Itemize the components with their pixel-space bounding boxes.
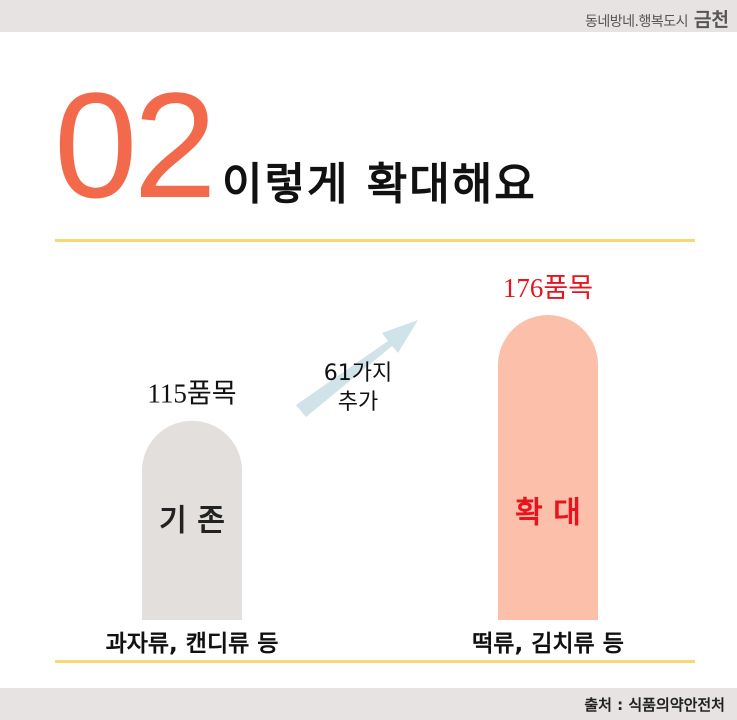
brand-city: 금천 <box>694 9 729 31</box>
bar-inner-label-1: 기 존 <box>159 503 225 538</box>
category-label-2: 떡류, 김치류 등 <box>472 631 624 657</box>
brand: 동네방네.행복도시 금천 <box>585 5 729 31</box>
category-label-1: 과자류, 캔디류 등 <box>106 631 279 657</box>
section-number: 02 <box>54 61 217 229</box>
bar-1 <box>142 420 242 620</box>
value-label-1: 115품목 <box>147 379 236 409</box>
bar-2 <box>498 315 598 620</box>
brand-slogan: 동네방네.행복도시 <box>585 14 689 30</box>
annotation-line-2: 추가 <box>338 390 378 415</box>
bottom-bar: 출처 : 식품의약안전처 <box>0 688 737 720</box>
source-note: 출처 : 식품의약안전처 <box>584 696 725 714</box>
bottom-divider <box>55 660 695 663</box>
bar-inner-label-2: 확 대 <box>515 495 581 530</box>
top-bar: 동네방네.행복도시 금천 <box>0 0 737 32</box>
value-label-2: 176품목 <box>503 273 593 303</box>
page-title: 이렇게 확대해요 <box>222 159 537 210</box>
growth-arrow-icon <box>296 320 418 417</box>
top-divider <box>55 239 695 242</box>
annotation-line-1: 61가지 <box>324 361 392 386</box>
